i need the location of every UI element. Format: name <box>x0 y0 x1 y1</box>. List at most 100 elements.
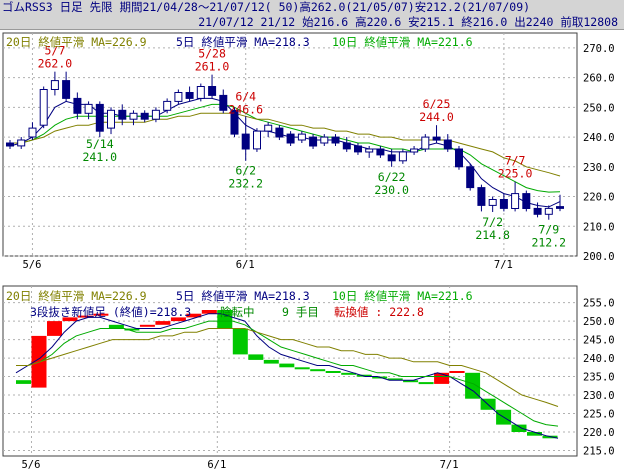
tlb-x-tick-label: 6/1 <box>207 459 226 471</box>
tlb-brick-up <box>47 321 62 336</box>
candle-y-tick-label: 220.0 <box>583 192 615 204</box>
tlb-brick-down <box>124 328 140 331</box>
annotation-price: 225.0 <box>498 167 533 181</box>
annotation-price: 261.0 <box>195 60 230 74</box>
candle-x-tick-label: 5/6 <box>22 259 41 271</box>
candle-down <box>118 109 127 120</box>
tlb-y-tick-label: 250.0 <box>583 316 615 328</box>
candle-down <box>443 139 452 150</box>
annotation-price: 241.0 <box>82 150 117 164</box>
tlb-y-tick-label: 220.0 <box>583 427 615 439</box>
candle-y-tick-label: 250.0 <box>583 102 615 114</box>
candle-up <box>365 148 374 153</box>
candle-y-tick-label: 260.0 <box>583 73 615 85</box>
candle-down <box>376 148 385 156</box>
tlb-ma-line-10 <box>16 320 559 427</box>
annotation-price: 212.2 <box>531 236 566 250</box>
tlb-brick-down <box>16 380 31 384</box>
candle-down <box>533 207 542 215</box>
tlb-brick-down <box>279 363 295 368</box>
candle-y-tick-label: 200.0 <box>583 251 615 263</box>
annotation-date: 7/2 <box>482 215 503 229</box>
tlb-brick-down <box>511 424 527 432</box>
chart-header-line2: 21/07/12 21/12 始216.6 高220.6 安215.1 終216… <box>0 15 624 30</box>
candle-y-tick-label: 230.0 <box>583 162 615 174</box>
annotation-date: 6/25 <box>423 97 451 111</box>
tlb-y-tick-label: 235.0 <box>583 372 615 384</box>
candle-up <box>511 193 520 210</box>
candle-down <box>309 136 318 147</box>
candle-up <box>163 100 172 111</box>
legend-ma5: 5日 終値平滑 MA=218.3 <box>176 35 310 49</box>
annotation-date: 7/7 <box>505 154 526 168</box>
candle-down <box>62 80 71 99</box>
candle-up <box>107 109 115 129</box>
candle-down <box>286 133 295 144</box>
tlb-brick-down <box>108 324 124 329</box>
three-line-break-y-axis: 215.0 220.0 225.0 230.0 235.0 240.0 245.0 250.0… <box>583 298 615 458</box>
candle-y-tick-label: 240.0 <box>583 132 615 144</box>
candle-down <box>556 206 564 209</box>
tlb-brick-down <box>232 328 248 355</box>
tlb-brick-down <box>325 371 341 373</box>
tlb-brick-down <box>248 354 264 360</box>
candle-up <box>421 136 430 150</box>
tlb-y-tick-label: 240.0 <box>583 353 615 365</box>
tlb-brick-up <box>155 321 171 325</box>
legend2-ma20: 20日 終値平滑 MA=226.9 <box>6 289 147 303</box>
annotation-price: 214.8 <box>475 228 510 242</box>
candle-down <box>477 187 486 206</box>
tlb-brick-up <box>449 371 465 373</box>
tlb-y-tick-label: 225.0 <box>583 409 615 421</box>
annotation-date: 6/4 <box>235 89 256 103</box>
tlb-brick-down <box>403 380 419 383</box>
tlb-brick-down <box>465 372 481 399</box>
annotation-date: 5/28 <box>198 47 226 61</box>
candle-down <box>354 145 362 153</box>
tlb-brick-down <box>341 372 357 375</box>
candle-down <box>185 92 194 99</box>
candle-up <box>84 103 93 114</box>
tlb-brick-down <box>527 432 542 436</box>
candle-up <box>50 80 59 90</box>
candle-down <box>342 142 351 150</box>
tlb-ma-line-20 <box>16 328 559 407</box>
candle-down <box>455 148 463 168</box>
candle-down <box>230 109 239 135</box>
candle-panel-frame <box>2 32 578 257</box>
annotation-date: 6/22 <box>378 170 406 184</box>
annotation-price: 232.2 <box>228 176 263 190</box>
tlb-brick-up <box>139 324 155 327</box>
legend2-ma5: 5日 終値平滑 MA=218.3 <box>176 289 310 303</box>
candle-up <box>129 112 138 120</box>
candle-y-axis: 200.0 210.0 220.0 230.0 240.0 250.0 260.0 270.0 <box>583 43 615 263</box>
tlb-x-tick-label: 7/1 <box>440 459 459 471</box>
tlb-brick-up <box>186 313 202 318</box>
candle-down <box>140 112 149 120</box>
candle-up <box>39 89 48 126</box>
candle-x-tick-label: 6/1 <box>236 259 255 271</box>
three-line-break-x-axis: 5/6 6/1 7/1 <box>21 459 458 471</box>
tlb-y-tick-label: 215.0 <box>583 445 615 457</box>
tlb-brick-down <box>263 359 279 364</box>
candle-up <box>151 109 160 120</box>
candle-y-tick-label: 270.0 <box>583 43 615 55</box>
tlb-brick-up <box>77 315 93 318</box>
candle-up <box>17 139 26 147</box>
three-line-break-reversal: 転換値 : 222.8 <box>334 305 424 319</box>
three-line-break-state: 陰転中 <box>220 305 255 319</box>
candle-up <box>28 127 37 138</box>
annotation-date: 5/7 <box>45 44 66 58</box>
three-line-break-value: 3段抜き新値足 (終値)=218.3 <box>30 305 191 319</box>
three-line-break-grid <box>3 286 577 456</box>
tlb-brick-down <box>217 310 233 329</box>
tlb-brick-up <box>170 317 186 322</box>
three-line-break-moving-averages <box>15 313 559 439</box>
tlb-y-tick-label: 245.0 <box>583 335 615 347</box>
candle-down <box>6 142 14 147</box>
legend-ma10: 10日 終値平滑 MA=221.6 <box>332 35 473 49</box>
candle-up <box>174 92 183 102</box>
tlb-x-tick-label: 5/6 <box>21 459 40 471</box>
candle-x-tick-label: 7/1 <box>494 259 513 271</box>
tlb-ma-line-5 <box>15 313 559 439</box>
